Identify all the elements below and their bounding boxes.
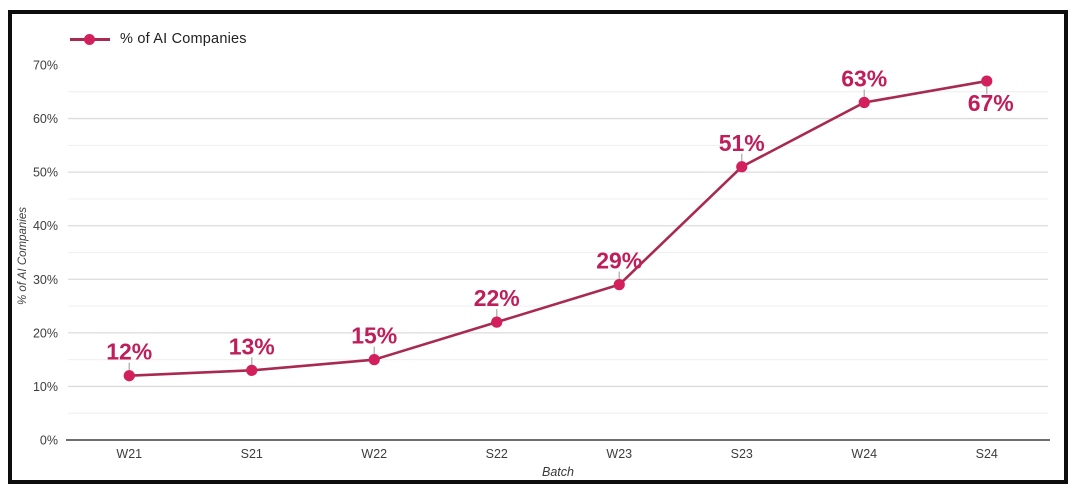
- x-axis-tick-label: S21: [241, 447, 263, 461]
- x-axis-tick-label: W23: [606, 447, 632, 461]
- data-point: [858, 96, 870, 109]
- data-point-label: 29%: [596, 248, 642, 274]
- y-axis-title: % of AI Companies: [17, 207, 29, 306]
- x-axis-title: Batch: [542, 465, 574, 479]
- data-point-label: 13%: [229, 333, 275, 359]
- x-axis-tick-label: W21: [116, 447, 142, 461]
- y-axis-tick-label: 10%: [33, 380, 58, 394]
- x-axis-tick-label: S23: [731, 447, 753, 461]
- y-axis-tick-label: 50%: [33, 166, 58, 180]
- data-point-label: 67%: [968, 90, 1014, 116]
- data-point: [368, 354, 380, 366]
- x-axis-tick-label: S22: [486, 447, 508, 461]
- data-point: [613, 279, 625, 291]
- legend-line-marker-icon: [70, 33, 110, 45]
- data-point: [246, 364, 258, 376]
- legend-dot-icon: [84, 33, 95, 45]
- x-axis-tick-label: W24: [851, 447, 877, 461]
- y-axis-tick-label: 20%: [33, 326, 58, 340]
- y-axis-tick-label: 60%: [33, 112, 58, 126]
- y-axis-tick-label: 0%: [40, 434, 58, 448]
- chart-border-frame: % of AI Companies % of AI Companies Batc…: [8, 10, 1068, 484]
- data-point-label: 51%: [719, 130, 765, 156]
- line-chart-plot: 0% 10% 20% 30% 40% 50% 60% 70% W21 S21 W22 S22 W23 S2…: [33, 59, 1050, 461]
- x-axis-tick-label: W22: [361, 447, 387, 461]
- y-axis-tick-label: 70%: [33, 59, 58, 73]
- data-point-label: 63%: [841, 66, 887, 92]
- legend-label: % of AI Companies: [120, 31, 247, 47]
- data-point-label: 15%: [351, 323, 397, 349]
- y-axis-tick-label: 30%: [33, 273, 58, 287]
- legend: % of AI Companies: [70, 28, 247, 50]
- data-point: [981, 75, 993, 87]
- data-point: [736, 161, 748, 173]
- data-point: [123, 370, 135, 382]
- data-point: [491, 316, 503, 328]
- y-axis-tick-label: 40%: [33, 219, 58, 233]
- x-axis-tick-label: S24: [976, 447, 998, 461]
- series-line: [127, 79, 989, 378]
- data-point-label: 22%: [474, 285, 520, 311]
- data-point-label: 12%: [106, 339, 152, 365]
